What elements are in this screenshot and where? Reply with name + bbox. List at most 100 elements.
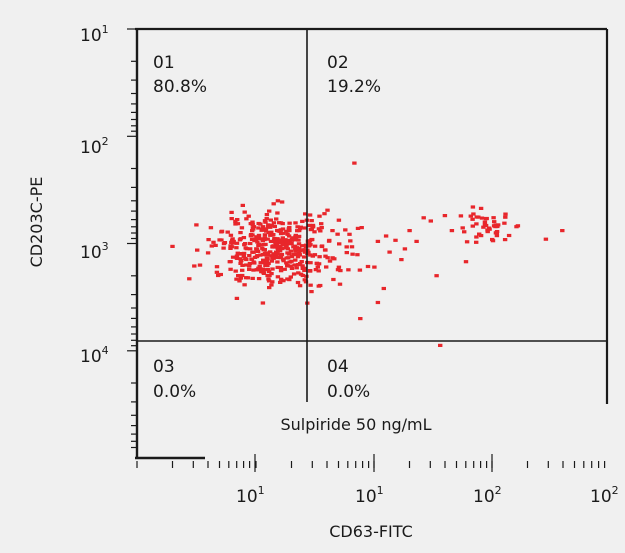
scatter-point <box>235 251 240 255</box>
scatter-point <box>234 241 240 245</box>
scatter-point <box>209 244 214 248</box>
scatter-point <box>281 279 286 283</box>
scatter-point <box>307 213 313 217</box>
scatter-point <box>335 268 341 272</box>
scatter-point <box>250 220 255 224</box>
scatter-point <box>260 239 265 243</box>
scatter-point <box>264 263 269 268</box>
scatter-point <box>239 226 245 230</box>
scatter-point <box>271 202 276 206</box>
scatter-point <box>256 277 262 281</box>
quadrant-percent: 80.8% <box>153 77 207 97</box>
x-tick-label: 101 <box>236 484 265 507</box>
scatter-point <box>484 216 489 221</box>
scatter-point <box>234 254 240 258</box>
scatter-point <box>279 277 284 281</box>
scatter-point <box>387 250 392 254</box>
scatter-point <box>244 263 249 267</box>
scatter-point <box>337 242 342 246</box>
scatter-point <box>276 229 281 233</box>
y-axis-label: CD203C-PE <box>27 177 46 268</box>
scatter-point <box>250 229 255 233</box>
scatter-point <box>289 259 294 263</box>
scatter-point <box>308 243 313 247</box>
quadrant-id: 01 <box>153 53 175 73</box>
scatter-point <box>289 266 295 270</box>
scatter-point <box>251 260 256 264</box>
scatter-point <box>309 238 314 242</box>
scatter-point <box>211 240 216 244</box>
quadrant-percent: 19.2% <box>327 77 381 97</box>
scatter-point <box>296 271 301 275</box>
scatter-point <box>264 217 269 221</box>
scatter-point <box>288 275 293 279</box>
scatter-point <box>219 229 225 233</box>
scatter-point <box>249 257 254 261</box>
scatter-point <box>261 258 266 262</box>
scatter-point <box>275 199 281 203</box>
scatter-point <box>309 219 314 223</box>
scatter-point <box>301 255 307 259</box>
scatter-point <box>265 267 270 272</box>
scatter-point <box>229 217 234 221</box>
scatter-point <box>293 238 298 242</box>
scatter-point <box>486 226 492 230</box>
scatter-point <box>338 269 343 273</box>
scatter-point <box>271 221 277 225</box>
scatter-point <box>281 259 286 263</box>
scatter-point <box>243 246 248 250</box>
scatter-point <box>261 270 266 274</box>
scatter-point <box>494 234 500 238</box>
scatter-point <box>315 265 320 269</box>
scatter-point <box>213 243 218 247</box>
scatter-point <box>470 205 476 209</box>
scatter-point <box>296 238 301 242</box>
scatter-point <box>355 253 360 257</box>
scatter-point <box>269 230 274 234</box>
scatter-point <box>266 223 271 227</box>
quadrant-labels: 01 80.8% 02 19.2% 03 0.0% 04 0.0% <box>153 53 381 402</box>
scatter-point <box>240 273 245 278</box>
scatter-point <box>266 225 271 229</box>
scatter-point <box>234 296 240 300</box>
scatter-point <box>324 265 329 269</box>
quadrant-id: 03 <box>153 357 175 377</box>
scatter-point <box>355 226 361 230</box>
scatter-point <box>234 277 239 281</box>
scatter-point <box>302 278 307 282</box>
scatter-point <box>242 210 247 214</box>
scatter-point <box>503 215 508 219</box>
scatter-point <box>272 236 277 241</box>
scatter-point <box>322 248 328 252</box>
scatter-point <box>214 265 220 269</box>
scatter-point <box>260 301 266 305</box>
scatter-point <box>286 252 292 256</box>
scatter-point <box>560 229 565 233</box>
scatter-point <box>295 252 300 256</box>
scatter-point <box>286 256 291 260</box>
scatter-point <box>270 280 275 284</box>
scatter-point <box>352 161 357 165</box>
scatter-point <box>248 247 253 251</box>
scatter-point <box>300 219 305 223</box>
scatter-point <box>242 243 247 247</box>
scatter-point <box>302 226 308 230</box>
scatter-point <box>485 230 490 234</box>
scatter-point <box>483 223 489 228</box>
scatter-point <box>381 286 386 291</box>
scatter-point <box>348 239 353 243</box>
scatter-point <box>229 245 235 249</box>
scatter-point <box>287 229 292 233</box>
scatter-point <box>287 241 292 245</box>
scatter-point <box>275 260 280 264</box>
quadrant-id: 04 <box>327 357 349 377</box>
scatter-point <box>256 221 261 226</box>
x-tick-labels: 101 101 102 102 <box>236 484 619 507</box>
scatter-point <box>490 237 495 242</box>
scatter-point <box>295 255 301 259</box>
scatter-point <box>543 237 549 241</box>
scatter-point <box>195 248 200 252</box>
scatter-point <box>269 272 274 276</box>
scatter-point <box>240 263 245 267</box>
scatter-point <box>272 224 277 229</box>
